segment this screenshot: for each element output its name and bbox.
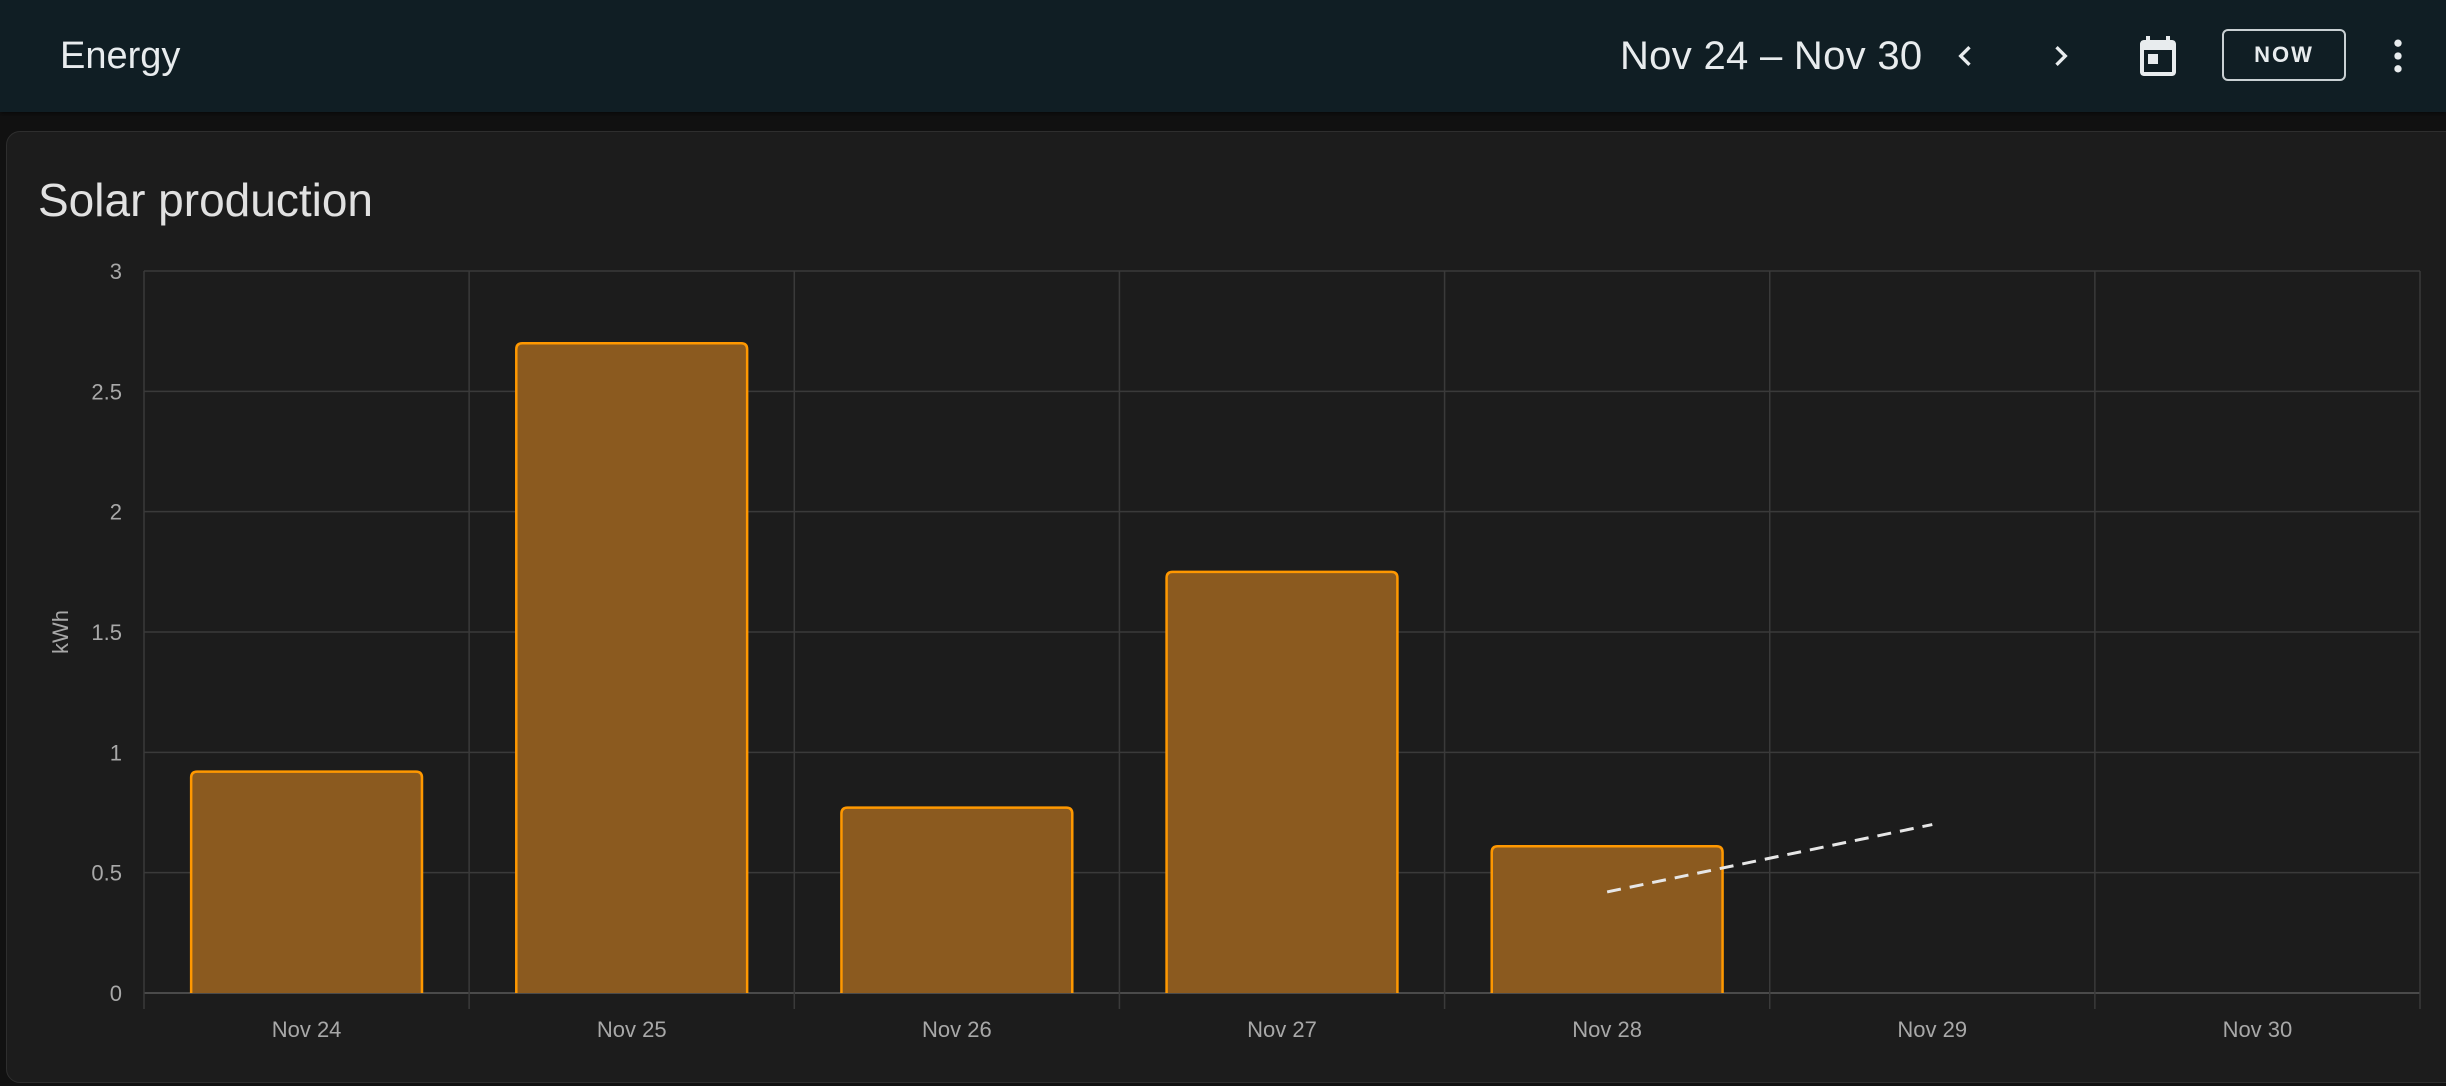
top-app-bar: Energy Nov 24 – Nov 30 NOW [0,0,2446,112]
more-vertical-icon [2394,39,2402,73]
chart-bars [189,341,1724,993]
calendar-picker-button[interactable] [2128,26,2188,86]
next-period-button[interactable] [2031,26,2091,86]
x-tick-label: Nov 28 [1572,1017,1642,1042]
chart-labels: 0 0.5 1 1.5 2 2.5 3 kWh Nov 24 Nov 25 Nov 26 Nov 27… [48,259,2292,1042]
card-title: Solar production [38,174,373,226]
chart-forecast [1606,823,1933,894]
now-button[interactable]: NOW [2222,29,2346,81]
x-tick-label: Nov 25 [597,1017,667,1042]
y-axis-title: kWh [48,610,73,654]
y-tick-label: 1 [110,740,122,765]
bar-nov-25 [515,341,749,993]
y-tick-label: 2 [110,500,122,525]
forecast-line [1606,823,1933,894]
x-tick-label: Nov 30 [2223,1017,2293,1042]
x-tick-label: Nov 29 [1897,1017,1967,1042]
y-tick-label: 1.5 [91,620,122,645]
x-tick-label: Nov 27 [1247,1017,1317,1042]
bar-nov-24 [189,770,424,993]
y-tick-label: 0 [110,981,122,1006]
bar-nov-27 [1165,570,1399,993]
x-tick-label: Nov 24 [272,1017,342,1042]
page-title: Energy [60,35,181,77]
x-tick-label: Nov 26 [922,1017,992,1042]
chevron-right-icon [2055,46,2068,66]
date-range-label: Nov 24 – Nov 30 [1620,34,1923,78]
previous-period-button[interactable] [1935,26,1995,86]
calendar-icon [2140,36,2176,76]
bar-nov-28 [1490,844,1724,993]
chevron-left-icon [1958,46,1971,66]
y-tick-label: 2.5 [91,379,122,404]
more-options-button[interactable] [2368,26,2428,86]
bar-nov-26 [840,806,1074,993]
y-tick-label: 3 [110,259,122,284]
y-tick-label: 0.5 [91,861,122,886]
